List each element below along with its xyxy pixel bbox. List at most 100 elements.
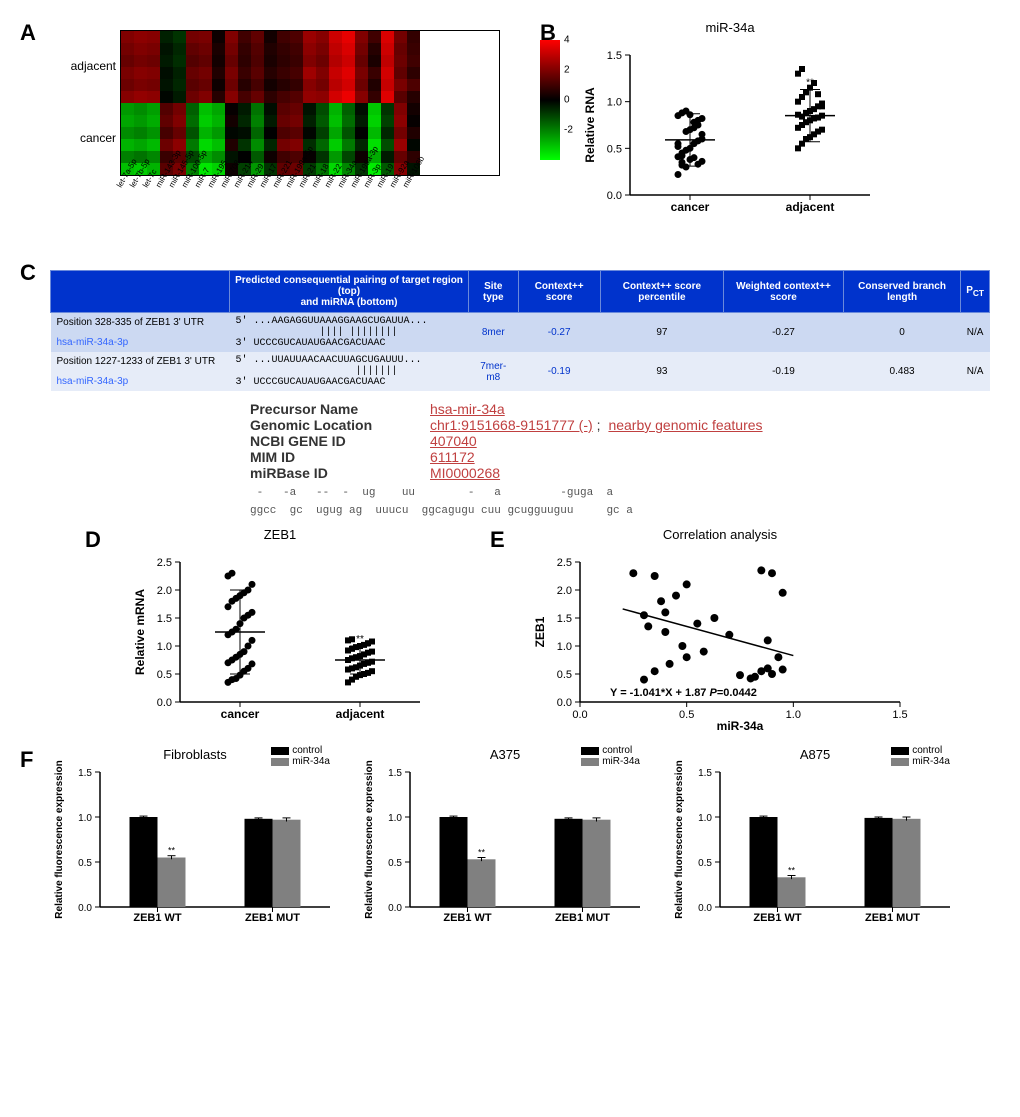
heatmap-cell	[186, 67, 199, 79]
heatmap-cell	[186, 115, 199, 127]
heatmap-cell	[355, 91, 368, 103]
heatmap-cell	[303, 43, 316, 55]
heatmap-cell	[134, 127, 147, 139]
heatmap-cell	[134, 91, 147, 103]
heatmap-cell	[368, 43, 381, 55]
heatmap-cell	[316, 115, 329, 127]
heatmap-cell	[199, 103, 212, 115]
heatmap-cell	[329, 115, 342, 127]
heatmap-cell	[329, 103, 342, 115]
heatmap-cell	[368, 115, 381, 127]
heatmap-cell	[342, 127, 355, 139]
heatmap-cell	[277, 91, 290, 103]
heatmap-cell	[199, 55, 212, 67]
heatmap-cell	[251, 31, 264, 43]
heatmap-cell	[316, 31, 329, 43]
heatmap-cell	[381, 127, 394, 139]
heatmap-cell	[329, 31, 342, 43]
svg-text:adjacent: adjacent	[336, 707, 385, 721]
heatmap-cell	[368, 79, 381, 91]
chart-title: ZEB1	[130, 527, 430, 542]
heatmap-panel: adjacentcancerlet-7a-5plet-7b-5plet-7cmi…	[20, 20, 500, 240]
heatmap-cell	[342, 139, 355, 151]
heatmap-cell	[173, 55, 186, 67]
svg-text:1.0: 1.0	[78, 813, 92, 824]
table-header	[51, 271, 230, 313]
heatmap-cell	[355, 139, 368, 151]
svg-text:2.0: 2.0	[157, 585, 172, 597]
heatmap-cell	[381, 103, 394, 115]
heatmap-cell	[225, 139, 238, 151]
svg-text:0.0: 0.0	[572, 709, 587, 721]
heatmap-cell	[381, 55, 394, 67]
svg-text:**: **	[356, 634, 364, 645]
heatmap-cell	[381, 31, 394, 43]
table-header: Predicted consequential pairing of targe…	[230, 271, 469, 313]
svg-text:ZEB1 WT: ZEB1 WT	[443, 912, 492, 924]
heatmap-cell	[121, 91, 134, 103]
heatmap-row-label: adjacent	[71, 59, 120, 73]
heatmap-cell	[303, 115, 316, 127]
legend-item: control	[581, 745, 640, 756]
heatmap-cell	[407, 139, 420, 151]
heatmap-cell	[225, 79, 238, 91]
heatmap-cell	[290, 31, 303, 43]
info-value: 407040	[430, 433, 477, 449]
svg-text:2.0: 2.0	[557, 585, 572, 597]
heatmap-cell	[199, 79, 212, 91]
svg-text:**: **	[788, 865, 796, 875]
heatmap-cell	[394, 43, 407, 55]
heatmap-cell	[264, 115, 277, 127]
heatmap-cell	[394, 31, 407, 43]
heatmap-cell	[381, 115, 394, 127]
svg-text:ZEB1 MUT: ZEB1 MUT	[865, 912, 920, 924]
targetscan-table: Predicted consequential pairing of targe…	[50, 270, 990, 391]
heatmap-cell	[238, 43, 251, 55]
heatmap-cell	[134, 67, 147, 79]
heatmap-cell	[381, 67, 394, 79]
table-header: Conserved branch length	[843, 271, 960, 313]
heatmap-cell	[368, 31, 381, 43]
svg-text:0.0: 0.0	[607, 190, 622, 202]
heatmap-cell	[329, 67, 342, 79]
table-panel: Predicted consequential pairing of targe…	[50, 260, 990, 517]
heatmap-cell	[160, 115, 173, 127]
heatmap-cell	[212, 67, 225, 79]
heatmap-cell	[394, 127, 407, 139]
heatmap-cell	[251, 79, 264, 91]
heatmap-cell	[160, 79, 173, 91]
heatmap-cell	[342, 115, 355, 127]
heatmap-cell	[173, 31, 186, 43]
svg-text:cancer: cancer	[221, 707, 260, 721]
info-value: MI0000268	[430, 465, 500, 481]
heatmap-cell	[251, 55, 264, 67]
info-label: miRBase ID	[250, 465, 430, 481]
heatmap-cell	[121, 79, 134, 91]
heatmap-cell	[264, 67, 277, 79]
heatmap-cell	[303, 127, 316, 139]
scatter-panel-B: miR-34a0.00.51.01.5Relative RNAcanceradj…	[580, 20, 880, 230]
colorbar-tick: 4	[564, 35, 570, 46]
heatmap-cell	[199, 127, 212, 139]
heatmap-cell	[134, 31, 147, 43]
heatmap-cell	[264, 43, 277, 55]
heatmap-cell	[342, 43, 355, 55]
heatmap-cell	[147, 31, 160, 43]
svg-text:1.0: 1.0	[786, 709, 801, 721]
heatmap-cell	[342, 67, 355, 79]
heatmap-cell	[199, 67, 212, 79]
heatmap-cell	[121, 103, 134, 115]
heatmap-cell	[160, 139, 173, 151]
heatmap-cell	[355, 67, 368, 79]
heatmap-cell	[290, 115, 303, 127]
svg-text:1.0: 1.0	[607, 97, 622, 109]
table-header: Context++ score	[518, 271, 600, 313]
heatmap-cell	[225, 91, 238, 103]
svg-text:1.0: 1.0	[388, 813, 402, 824]
heatmap-cell	[277, 139, 290, 151]
heatmap-cell	[368, 55, 381, 67]
heatmap-cell	[147, 91, 160, 103]
heatmap-cell	[407, 55, 420, 67]
svg-text:ZEB1 MUT: ZEB1 MUT	[245, 912, 300, 924]
heatmap-cell	[251, 43, 264, 55]
